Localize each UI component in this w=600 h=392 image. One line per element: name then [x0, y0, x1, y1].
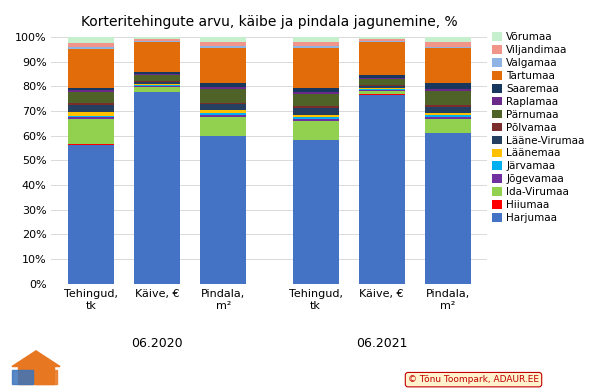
- Bar: [425, 48, 471, 83]
- Bar: [293, 48, 339, 88]
- Bar: [134, 75, 180, 81]
- Bar: [425, 119, 471, 132]
- Bar: [200, 83, 247, 87]
- Bar: [425, 47, 471, 48]
- Bar: [200, 42, 247, 47]
- Bar: [200, 37, 247, 42]
- Bar: [68, 37, 114, 43]
- Bar: [359, 74, 405, 78]
- Bar: [200, 89, 247, 103]
- Bar: [425, 105, 471, 107]
- Bar: [425, 37, 471, 42]
- Bar: [293, 88, 339, 92]
- Bar: [359, 85, 405, 86]
- Bar: [200, 136, 247, 284]
- Bar: [68, 43, 114, 47]
- Bar: [134, 84, 180, 85]
- Text: 06.2020: 06.2020: [131, 337, 183, 350]
- Bar: [68, 47, 114, 49]
- Bar: [68, 145, 114, 284]
- Bar: [134, 85, 180, 86]
- Bar: [425, 89, 471, 91]
- Bar: [200, 103, 247, 104]
- Bar: [134, 37, 180, 39]
- Bar: [68, 103, 114, 105]
- Bar: [293, 94, 339, 106]
- Bar: [359, 95, 405, 284]
- Bar: [134, 81, 180, 82]
- Bar: [68, 120, 114, 144]
- Bar: [359, 39, 405, 41]
- Bar: [293, 121, 339, 140]
- Bar: [425, 83, 471, 89]
- Bar: [134, 87, 180, 92]
- Bar: [425, 133, 471, 284]
- Bar: [68, 105, 114, 112]
- Bar: [359, 88, 405, 89]
- Bar: [134, 41, 180, 42]
- Bar: [359, 79, 405, 85]
- Legend: Võrumaa, Viljandimaa, Valgamaa, Tartumaa, Saaremaa, Raplamaa, Pärnumaa, Põlvamaa: Võrumaa, Viljandimaa, Valgamaa, Tartumaa…: [492, 32, 585, 223]
- Title: Korteritehingute arvu, käibe ja pindala jagunemine, %: Korteritehingute arvu, käibe ja pindala …: [81, 15, 458, 29]
- Bar: [425, 107, 471, 113]
- Bar: [359, 86, 405, 88]
- Polygon shape: [36, 370, 57, 384]
- Bar: [425, 91, 471, 105]
- Bar: [293, 108, 339, 114]
- Bar: [68, 49, 114, 87]
- Polygon shape: [12, 370, 33, 384]
- Bar: [293, 37, 339, 42]
- Text: 06.2021: 06.2021: [356, 337, 407, 350]
- Bar: [68, 118, 114, 120]
- Bar: [425, 115, 471, 117]
- Polygon shape: [18, 365, 54, 384]
- Bar: [200, 87, 247, 89]
- Bar: [134, 74, 180, 75]
- Bar: [134, 42, 180, 72]
- Bar: [68, 92, 114, 103]
- Bar: [293, 119, 339, 121]
- Bar: [68, 116, 114, 118]
- Polygon shape: [12, 351, 60, 367]
- Bar: [293, 117, 339, 119]
- Bar: [425, 42, 471, 47]
- Bar: [359, 90, 405, 91]
- Bar: [134, 92, 180, 284]
- Bar: [134, 86, 180, 87]
- Text: © Tõnu Toompark, ADAUR.EE: © Tõnu Toompark, ADAUR.EE: [408, 375, 539, 384]
- Bar: [359, 78, 405, 79]
- Bar: [68, 87, 114, 90]
- Bar: [134, 39, 180, 41]
- Bar: [425, 117, 471, 119]
- Bar: [425, 113, 471, 115]
- Bar: [293, 106, 339, 108]
- Bar: [68, 90, 114, 92]
- Bar: [200, 110, 247, 113]
- Bar: [293, 140, 339, 284]
- Bar: [293, 114, 339, 117]
- Bar: [200, 47, 247, 48]
- Bar: [200, 48, 247, 83]
- Bar: [200, 117, 247, 136]
- Bar: [359, 91, 405, 94]
- Bar: [425, 132, 471, 133]
- Bar: [68, 144, 114, 145]
- Bar: [134, 82, 180, 84]
- Bar: [200, 104, 247, 110]
- Bar: [359, 94, 405, 95]
- Bar: [293, 92, 339, 94]
- Bar: [359, 42, 405, 74]
- Bar: [134, 72, 180, 74]
- Bar: [200, 115, 247, 117]
- Bar: [359, 89, 405, 90]
- Bar: [68, 112, 114, 116]
- Bar: [293, 42, 339, 46]
- Bar: [359, 37, 405, 39]
- Bar: [293, 46, 339, 48]
- Bar: [359, 41, 405, 42]
- Bar: [200, 113, 247, 115]
